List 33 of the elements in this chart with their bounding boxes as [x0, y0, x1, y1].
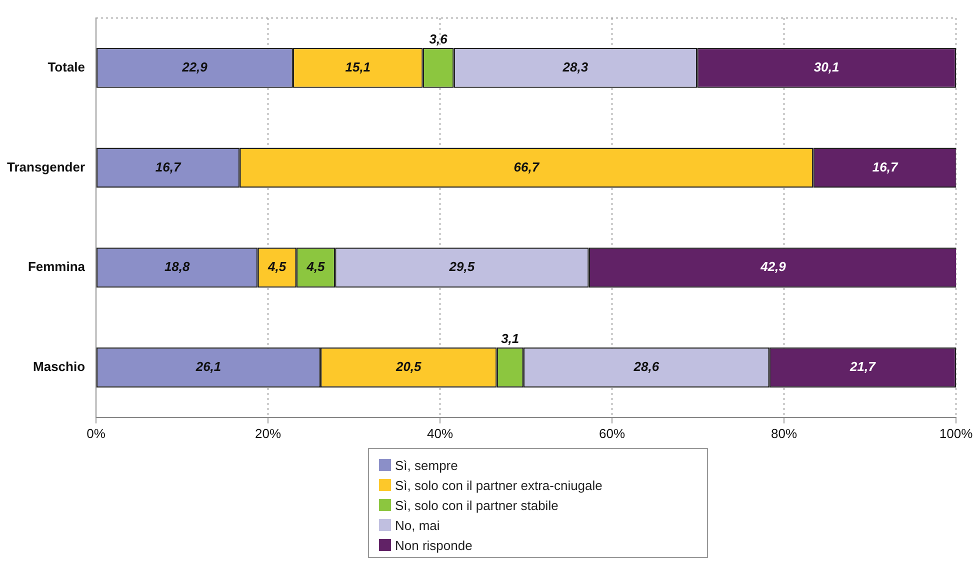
data-label: 3,6 — [429, 32, 448, 47]
legend-label: Sì, solo con il partner extra-cniugale — [395, 478, 602, 492]
legend-label: Non risponde — [395, 538, 472, 552]
y-tick-label: Totale — [48, 60, 86, 75]
data-label: 28,6 — [632, 359, 660, 374]
x-tick-label: 40% — [427, 426, 454, 441]
y-tick-label: Transgender — [6, 159, 86, 174]
data-label: 26,1 — [194, 359, 222, 374]
y-tick-label: Maschio — [33, 359, 86, 374]
data-label: 15,1 — [345, 60, 371, 75]
data-label: 4,5 — [306, 259, 326, 274]
data-label: 66,7 — [514, 159, 540, 174]
data-label: 4,5 — [267, 259, 287, 274]
y-tick-label: Femmina — [28, 259, 86, 274]
data-label: 21,7 — [849, 359, 876, 374]
data-label: 30,1 — [814, 60, 840, 75]
x-tick-label: 0% — [86, 426, 106, 441]
data-label: 28,3 — [562, 60, 589, 75]
x-tick-label: 100% — [939, 426, 974, 441]
legend-label: Sì, sempre — [395, 458, 458, 472]
data-label: 42,9 — [760, 259, 787, 274]
data-label: 22,9 — [181, 60, 208, 75]
data-label: 29,5 — [448, 259, 476, 274]
legend-label: Sì, solo con il partner stabile — [395, 498, 558, 512]
data-label: 16,7 — [155, 159, 182, 174]
x-tick-label: 20% — [255, 426, 282, 441]
data-label: 16,7 — [872, 159, 898, 174]
legend-label: No, mai — [395, 518, 440, 532]
data-label: 18,8 — [164, 259, 191, 274]
data-label: 20,5 — [394, 359, 422, 374]
x-tick-label: 60% — [598, 426, 626, 441]
x-tick-label: 80% — [770, 426, 798, 441]
data-label: 3,1 — [501, 331, 520, 346]
